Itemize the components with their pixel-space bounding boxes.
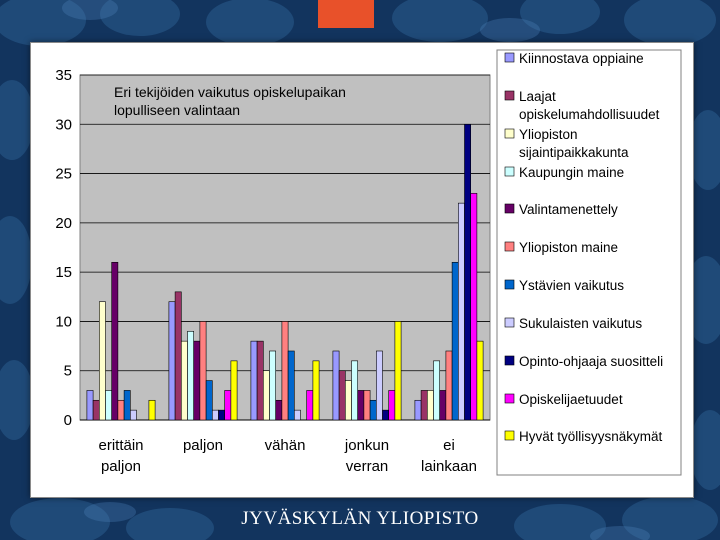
y-tick-label-15: 15	[55, 264, 72, 281]
bar-s9-c5	[464, 123, 471, 421]
legend-label-2-2: opiskelumahdollisuudet	[519, 107, 660, 122]
bar-s5-c3	[275, 399, 283, 421]
bar-s3-c2	[181, 340, 188, 421]
bar-s11-c4	[394, 321, 402, 421]
legend-label-1-1: Kiinnostava oppiaine	[519, 51, 644, 66]
bar-s7-c2	[205, 380, 213, 421]
legend-swatch-9	[504, 355, 515, 366]
legend-label-2-1: Laajat	[519, 89, 556, 104]
bar-s9-c2	[218, 409, 225, 421]
legend-swatch-3	[504, 128, 515, 139]
legend-swatch-5	[504, 203, 515, 214]
bar-s1-c4	[332, 350, 340, 421]
legend-label-3-1: Yliopiston	[519, 127, 578, 142]
bar-s10-c4	[388, 390, 396, 421]
legend-swatch-6	[504, 241, 515, 252]
bar-s11-c5	[476, 340, 484, 421]
bar-s2-c4	[338, 370, 346, 421]
category-label-4-1: jonkun	[344, 437, 389, 454]
bar-s10-c3	[306, 390, 314, 421]
legend-label-10-1: Opiskelijaetuudet	[519, 392, 623, 407]
bar-s3-c3	[263, 370, 270, 421]
category-label-5-1: ei	[443, 437, 455, 454]
bar-s4-c5	[433, 360, 440, 421]
chart-title-line-1: Eri tekijöiden vaikutus opiskelupaikan	[114, 84, 346, 100]
bar-s3-c4	[344, 380, 352, 421]
bar-s7-c4	[369, 399, 377, 421]
bar-s5-c1	[111, 261, 119, 421]
y-tick-label-5: 5	[64, 363, 72, 380]
bar-s7-c5	[451, 261, 459, 421]
chart-title-line-2: lopulliseen valintaan	[114, 102, 240, 118]
category-label-4-2: verran	[346, 458, 389, 475]
category-label-2-1: paljon	[183, 437, 223, 454]
bar-s8-c5	[457, 202, 465, 421]
bar-s4-c3	[269, 350, 276, 421]
bar-s6-c4	[363, 390, 371, 421]
university-brand: JYVÄSKYLÄN YLIOPISTO	[241, 508, 479, 529]
y-tick-label-35: 35	[55, 67, 72, 84]
y-tick-label-0: 0	[64, 412, 72, 429]
bar-s8-c1	[130, 409, 137, 421]
legend-label-5-1: Valintamenettely	[519, 202, 618, 217]
legend-swatch-10	[504, 393, 515, 404]
legend-label-4-1: Kaupungin maine	[519, 165, 624, 180]
bar-s2-c3	[256, 340, 264, 421]
legend-swatch-11	[504, 430, 515, 441]
category-label-5-2: lainkaan	[421, 458, 477, 475]
accent-tab	[318, 0, 374, 28]
bar-s3-c5	[426, 390, 434, 421]
legend-box	[496, 49, 682, 476]
bar-s4-c4	[351, 360, 358, 421]
bar-s1-c3	[250, 340, 258, 421]
bar-s2-c2	[174, 291, 182, 421]
bar-s8-c3	[293, 409, 301, 421]
legend-swatch-2	[504, 90, 515, 101]
bar-s7-c1	[123, 390, 131, 421]
bar-s1-c5	[414, 399, 422, 421]
bar-s8-c4	[375, 350, 383, 421]
legend-label-3-2: sijaintipaikkakunta	[519, 145, 629, 160]
bar-s5-c2	[193, 340, 201, 421]
bar-s9-c4	[382, 409, 389, 421]
bar-s11-c2	[230, 360, 238, 421]
bar-s7-c3	[287, 350, 295, 421]
y-tick-label-20: 20	[55, 215, 72, 232]
bar-s4-c1	[105, 390, 112, 421]
category-label-1-2: paljon	[101, 458, 141, 475]
bar-s5-c4	[357, 390, 365, 421]
bar-chart: 0 5 10 15 20 25 30 35 Eri tekijöiden vaikutus op…	[55, 49, 682, 476]
y-tick-label-10: 10	[55, 313, 72, 330]
bar-s2-c1	[92, 399, 100, 421]
legend-swatch-7	[504, 279, 515, 290]
legend-label-7-1: Ystävien vaikutus	[519, 278, 624, 293]
bar-s6-c1	[117, 399, 125, 421]
bar-s6-c5	[445, 350, 453, 421]
y-tick-label-30: 30	[55, 116, 72, 133]
legend-label-6-1: Yliopiston maine	[519, 240, 618, 255]
bar-s1-c2	[168, 301, 176, 421]
bar-s10-c2	[224, 390, 232, 421]
bar-s11-c3	[312, 360, 320, 421]
bar-s1-c1	[86, 390, 94, 421]
legend-swatch-1	[504, 52, 515, 63]
category-label-3-1: vähän	[265, 437, 306, 454]
bar-s4-c2	[187, 330, 194, 421]
legend-label-8-1: Sukulaisten vaikutus	[519, 316, 642, 331]
bar-s10-c5	[470, 192, 478, 421]
y-tick-label-25: 25	[55, 166, 72, 183]
bar-s5-c5	[439, 390, 447, 421]
legend-label-11-1: Hyvät työllisyysnäkymät	[519, 429, 663, 444]
bar-s2-c5	[420, 390, 428, 421]
bar-s6-c3	[281, 321, 289, 421]
bar-s6-c2	[199, 321, 207, 421]
bar-s11-c1	[148, 399, 156, 421]
bar-s3-c1	[99, 301, 106, 421]
legend-label-9-1: Opinto-ohjaaja suositteli	[519, 354, 663, 369]
legend-swatch-8	[504, 317, 515, 328]
bar-s8-c2	[212, 409, 219, 421]
legend-swatch-4	[504, 166, 515, 177]
category-label-1-1: erittäin	[98, 437, 143, 454]
